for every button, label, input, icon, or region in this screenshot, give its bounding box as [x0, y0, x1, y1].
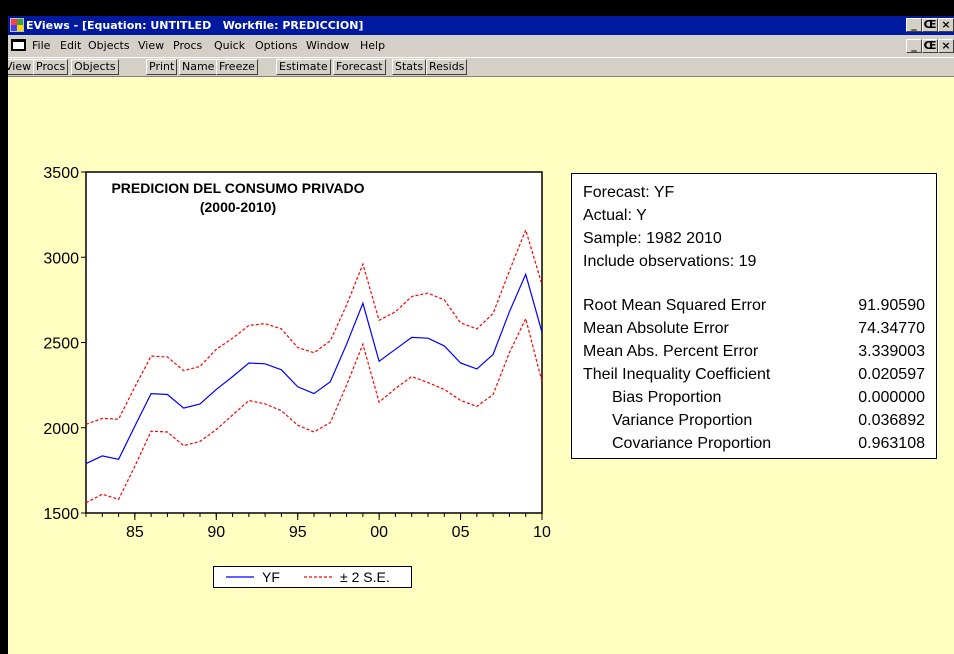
- document-icon[interactable]: [11, 39, 26, 51]
- doc-minimize-button[interactable]: _: [906, 39, 922, 53]
- chart-subtitle: (2000-2010): [200, 199, 276, 215]
- x-tick-label: 05: [452, 524, 470, 541]
- x-tick-label: 10: [533, 524, 551, 541]
- stat-label-mape: Mean Abs. Percent Error: [583, 343, 759, 360]
- window-title: EViews - [Equation: UNTITLED Workfile: P…: [26, 19, 364, 32]
- estimate-button[interactable]: Estimate: [276, 59, 331, 75]
- resids-button[interactable]: Resids: [426, 59, 468, 75]
- lower-band-line: [85, 316, 543, 504]
- freeze-button[interactable]: Freeze: [216, 59, 258, 75]
- x-tick-label: 95: [289, 524, 307, 541]
- stat-label-mae: Mean Absolute Error: [583, 320, 729, 337]
- forecast-button[interactable]: Forecast: [333, 59, 386, 75]
- stats-button[interactable]: Stats: [392, 59, 427, 75]
- stats-observations-line: Include observations: 19: [583, 253, 757, 270]
- upper-band-line: [85, 228, 543, 425]
- y-axis: 1500 2000 2500 3000 3500: [43, 165, 86, 523]
- chart-title: PREDICION DEL CONSUMO PRIVADO: [111, 180, 364, 196]
- x-tick-label: 90: [207, 524, 225, 541]
- name-button[interactable]: Name: [179, 59, 218, 75]
- menu-options[interactable]: Options: [255, 39, 298, 52]
- stat-label-rmse: Root Mean Squared Error: [583, 297, 767, 314]
- minimize-button[interactable]: _: [906, 18, 922, 32]
- eviews-window: EViews - [Equation: UNTITLED Workfile: P…: [8, 16, 954, 654]
- restore-button[interactable]: Œ: [922, 18, 938, 32]
- objects-button[interactable]: Objects: [71, 59, 119, 75]
- title-bar[interactable]: EViews - [Equation: UNTITLED Workfile: P…: [8, 16, 954, 35]
- y-tick-label: 1500: [43, 506, 79, 523]
- forecast-chart: 1500 2000 2500 3000 3500 85 90 95 00 05 10 PREDIC…: [43, 165, 551, 541]
- series-group: [85, 228, 543, 504]
- stat-value-mae: 74.34770: [858, 320, 925, 337]
- equation-toolbar: View Procs Objects Print Name Freeze Est…: [8, 57, 954, 77]
- eviews-app-icon[interactable]: [10, 18, 24, 32]
- stat-value-variance: 0.036892: [858, 412, 925, 429]
- x-axis: 85 90 95 00 05 10: [85, 513, 551, 541]
- legend-se-label: ± 2 S.E.: [340, 569, 390, 585]
- print-button[interactable]: Print: [146, 59, 178, 75]
- stat-label-bias: Bias Proportion: [612, 389, 722, 406]
- menu-window[interactable]: Window: [306, 39, 350, 52]
- menu-view[interactable]: View: [138, 39, 165, 52]
- stat-value-theil: 0.020597: [858, 366, 925, 383]
- y-tick-label: 3500: [43, 165, 79, 182]
- stats-sample-line: Sample: 1982 2010: [583, 230, 722, 247]
- legend-yf-label: YF: [262, 569, 280, 585]
- procs-button[interactable]: Procs: [33, 59, 69, 75]
- chart-legend: YF ± 2 S.E.: [213, 566, 412, 588]
- x-tick-label: 85: [126, 524, 144, 541]
- x-tick-label: 00: [370, 524, 388, 541]
- stats-forecast-line: Forecast: YF: [583, 184, 675, 201]
- plot-area: [85, 171, 543, 514]
- stat-label-theil: Theil Inequality Coefficient: [583, 366, 771, 383]
- y-tick-label: 2000: [43, 421, 79, 438]
- menu-procs[interactable]: Procs: [173, 39, 203, 52]
- doc-restore-button[interactable]: Œ: [922, 39, 938, 53]
- forecast-line: [85, 272, 543, 465]
- menu-edit[interactable]: Edit: [60, 39, 82, 52]
- stat-value-rmse: 91.90590: [858, 297, 925, 314]
- stat-label-covariance: Covariance Proportion: [612, 435, 772, 452]
- y-tick-label: 2500: [43, 336, 79, 353]
- menu-objects[interactable]: Objects: [88, 39, 130, 52]
- menu-quick[interactable]: Quick: [214, 39, 246, 52]
- stat-value-bias: 0.000000: [858, 389, 925, 406]
- stats-actual-line: Actual: Y: [583, 207, 647, 224]
- stat-value-covariance: 0.963108: [858, 435, 925, 452]
- stat-value-mape: 3.339003: [858, 343, 925, 360]
- forecast-stats-box: Forecast: YF Actual: Y Sample: 1982 2010…: [571, 173, 937, 459]
- menu-help[interactable]: Help: [360, 39, 386, 52]
- y-tick-label: 3000: [43, 250, 79, 267]
- menu-file[interactable]: File: [32, 39, 51, 52]
- menu-bar: File Edit Objects View Procs Quick Optio…: [8, 35, 954, 57]
- stat-label-variance: Variance Proportion: [612, 412, 753, 429]
